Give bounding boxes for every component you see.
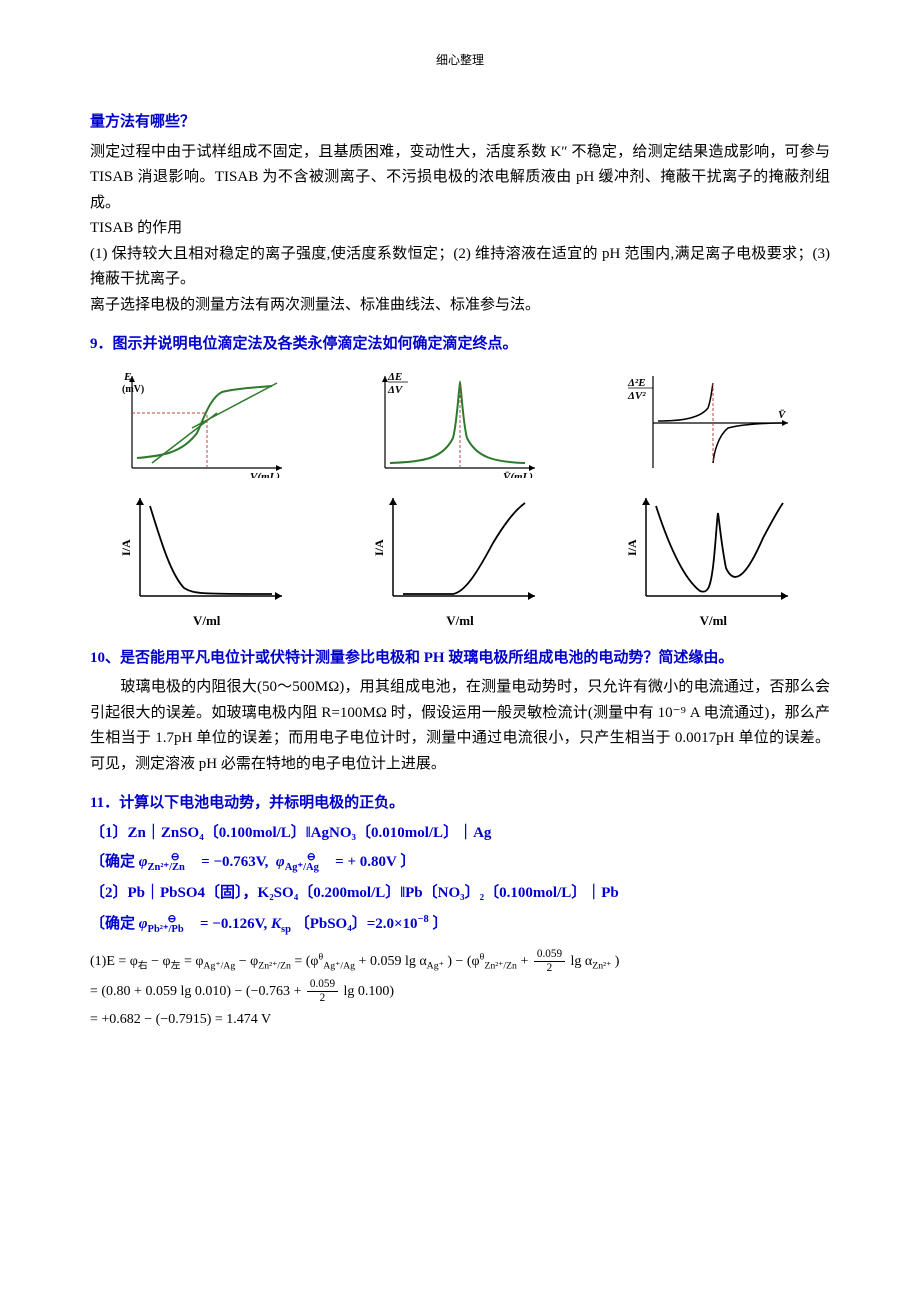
section1-p3: (1) 保持较大且相对稳定的离子强度,使活度系数恒定；(2) 维持溶液在适宜的 … xyxy=(90,242,830,293)
section1-title: 量方法有哪些？ xyxy=(90,110,830,136)
eq2: = (0.80 + 0.059 lg 0.010) − (−0.763 + 0.… xyxy=(90,979,830,1004)
section11-line2: 〔确定 φZn²⁺/Zn ⊖ = −0.763V, φAg⁺/Ag ⊖ = + … xyxy=(90,850,830,877)
eq1i: lg α xyxy=(571,954,593,969)
fracd2: 2 xyxy=(307,992,338,1004)
svg-text:V(mL): V(mL) xyxy=(250,471,280,478)
section9-title: 9．图示并说明电位滴定法及各类永停滴定法如何确定滴定终点。 xyxy=(90,332,830,358)
section11-line3: 〔2〕Pb｜PbSO4〔固〕，K₂SO₄〔0.200mol/L〕‖Pb〔NO₃〕… xyxy=(90,881,830,907)
eq1f: + 0.059 lg α xyxy=(359,954,427,969)
svg-text:V̄: V̄ xyxy=(778,409,787,421)
chart-e: I/A V/ml xyxy=(343,488,576,632)
svg-text:Δ²E: Δ²E xyxy=(627,377,646,389)
line2-post: 〕 xyxy=(400,854,415,870)
eq1c: = φ xyxy=(184,954,203,969)
eq1d: − φ xyxy=(239,954,258,969)
chart-b: ΔE ΔV V̄(mL) xyxy=(343,368,576,478)
svg-text:ΔV: ΔV xyxy=(387,384,404,396)
section10-title: 10、是否能用平凡电位计或伏特计测量参比电极和 PH 玻璃电极所组成电池的电动势… xyxy=(90,646,830,672)
eq1j: ) xyxy=(615,954,620,969)
section1-p4: 离子选择电极的测量方法有两次测量法、标准曲线法、标准参与法。 xyxy=(90,293,830,319)
subag2: Ag⁺/Ag xyxy=(203,960,235,971)
eq1: (1)E = φ右 − φ左 = φAg⁺/Ag − φZn²⁺/Zn = (φ… xyxy=(90,949,830,975)
eq2a: = (0.80 + 0.059 lg 0.010) − (−0.763 + xyxy=(90,984,305,999)
line2-pre: 〔确定 xyxy=(90,854,139,870)
eq3: = +0.682 − (−0.7915) = 1.474 V xyxy=(90,1008,830,1032)
fracd1: 2 xyxy=(534,962,565,974)
section10-body: 玻璃电极的内阻很大(50～500MΩ)，用其组成电池，在测量电动势时，只允许有微… xyxy=(90,675,830,777)
eq1b: − φ xyxy=(151,954,170,969)
charts-bottom-row: I/A I/A V/ml I/A V/ml I/A V/ xyxy=(90,488,830,632)
page-header: 细心整理 xyxy=(90,50,830,70)
sub-zn: Zn²⁺/Zn xyxy=(148,862,185,873)
chart-d: I/A I/A V/ml xyxy=(90,488,323,632)
subl: 左 xyxy=(171,960,181,971)
section1-p2: TISAB 的作用 xyxy=(90,216,830,242)
chart-f-xlabel: V/ml xyxy=(700,610,727,632)
svg-text:I/A: I/A xyxy=(119,539,133,556)
svg-text:ΔE: ΔE xyxy=(387,371,402,383)
section11-title: 11．计算以下电池电动势，并标明电极的正负。 xyxy=(90,791,830,817)
svg-text:I/A: I/A xyxy=(372,539,386,556)
svg-text:I/A: I/A xyxy=(625,539,639,556)
eq1g: ) − (φ xyxy=(447,954,479,969)
svg-text:(mV): (mV) xyxy=(122,384,144,395)
sub-ag: Ag⁺/Ag xyxy=(285,862,319,873)
eq1a: (1)E = φ xyxy=(90,954,138,969)
subag3: Ag⁺/Ag xyxy=(323,960,355,971)
line4-post: 〕 xyxy=(433,916,448,932)
eq1h: + xyxy=(520,954,531,969)
chart-f: I/A V/ml xyxy=(597,488,830,632)
line4-pre: 〔确定 xyxy=(90,916,139,932)
phi-ag-val: 0.80V xyxy=(360,854,397,870)
chart-e-xlabel: V/ml xyxy=(446,610,473,632)
charts-top-row: E (mV) V(mL) ΔE ΔV xyxy=(90,368,830,478)
eq2b: lg 0.100) xyxy=(344,984,395,999)
phi-pb-val: 0.126V, xyxy=(221,916,267,932)
subazn: Zn²⁺ xyxy=(592,960,611,971)
phi-zn-val: 0.763V, xyxy=(222,854,268,870)
subaag: Ag⁺ xyxy=(427,960,444,971)
chart-d-xlabel: V/ml xyxy=(193,610,220,632)
chart-c: Δ²E ΔV² V̄ xyxy=(597,368,830,478)
fracn1: 0.059 xyxy=(534,949,565,962)
svg-text:V̄(mL): V̄(mL) xyxy=(503,471,533,478)
svg-text:ΔV²: ΔV² xyxy=(627,390,646,402)
subzn2: Zn²⁺/Zn xyxy=(258,960,291,971)
subzn3: Zn²⁺/Zn xyxy=(484,960,517,971)
eq1e: = (φ xyxy=(294,954,318,969)
section11-line1: 〔1〕Zn｜ZnSO₄〔0.100mol/L〕‖AgNO₃〔0.010mol/L… xyxy=(90,821,830,847)
chart-a: E (mV) V(mL) xyxy=(90,368,323,478)
section11-line4: 〔确定 φPb²⁺/Pb ⊖ = −0.126V, Ksp Kₛₚ〔PbSO₄〕… xyxy=(90,911,830,939)
subr: 右 xyxy=(138,960,148,971)
fracn2: 0.059 xyxy=(307,979,338,992)
section1-p1: 测定过程中由于试样组成不固定，且基质困难，变动性大，活度系数 K″ 不稳定，给测… xyxy=(90,140,830,217)
